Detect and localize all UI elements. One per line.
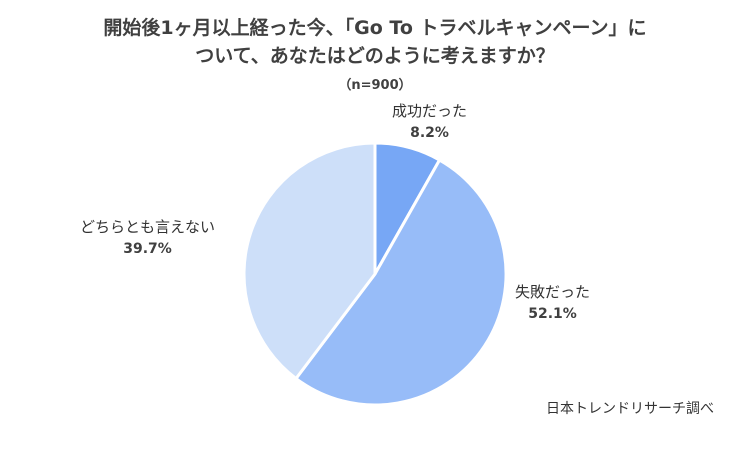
chart-title: 開始後1ヶ月以上経った今、「Go To トラベルキャンペーン」に ついて、あなた…	[0, 14, 750, 70]
slice-value-neutral: 39.7%	[123, 241, 172, 257]
pie-slice-neutral	[242, 141, 377, 381]
source-note: 日本トレンドリサーチ調べ	[546, 401, 714, 417]
chart-title-line-2: ついて、あなたはどのように考えますか？	[195, 45, 555, 67]
slice-value-failure: 52.1%	[528, 306, 577, 322]
slice-label-failure: 失敗だった 52.1%	[515, 281, 590, 325]
chart-subtitle: （n=900）	[338, 78, 412, 93]
slice-name-neutral: どちらとも言えない	[80, 218, 216, 236]
pie-slice-failure	[294, 158, 508, 407]
chart-title-line-1: 開始後1ヶ月以上経った今、「Go To トラベルキャンペーン」に	[103, 17, 647, 39]
slice-label-neutral: どちらとも言えない 39.7%	[80, 216, 215, 260]
pie-slices	[242, 141, 508, 407]
slice-label-success: 成功だった 8.2%	[392, 100, 467, 144]
slice-name-success: 成功だった	[392, 102, 468, 120]
slice-name-failure: 失敗だった	[515, 283, 591, 301]
slice-value-success: 8.2%	[410, 125, 449, 141]
